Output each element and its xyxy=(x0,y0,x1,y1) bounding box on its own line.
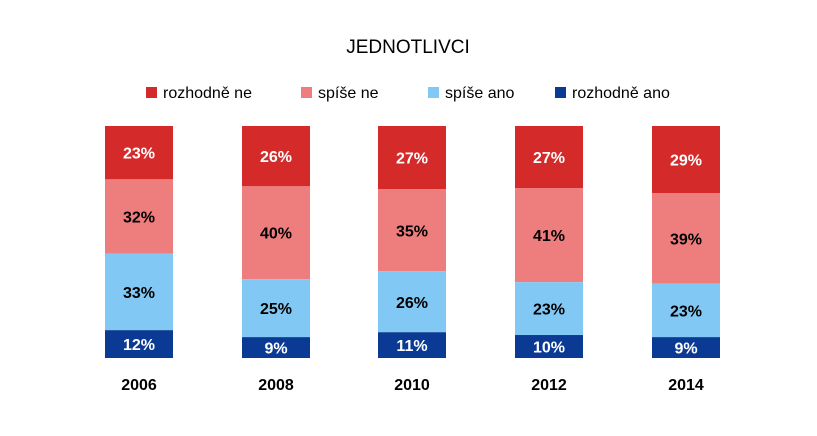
bar-segment-2012-spise-ne xyxy=(515,188,583,283)
bar-segment-2010-rozhodne-ne xyxy=(378,126,446,190)
legend-swatch-spise-ne xyxy=(301,87,312,98)
data-label-2010-spise-ne: 35% xyxy=(396,223,428,240)
bar-segment-2008-spise-ano xyxy=(242,279,310,338)
category-label-2010: 2010 xyxy=(394,377,430,394)
data-label-2012-rozhodne-ano: 10% xyxy=(533,340,565,357)
bar-segment-2008-spise-ne xyxy=(242,186,310,280)
data-label-2010-spise-ano: 26% xyxy=(396,295,428,312)
data-label-2010-rozhodne-ano: 11% xyxy=(396,338,427,355)
data-label-2008-spise-ne: 40% xyxy=(260,226,292,243)
legend-swatch-spise-ano xyxy=(428,87,439,98)
bar-segment-2014-spise-ano xyxy=(652,283,720,338)
legend-label-rozhodne-ano: rozhodně ano xyxy=(572,85,670,102)
bar-segment-2010-spise-ano xyxy=(378,271,446,333)
category-label-2012: 2012 xyxy=(531,377,567,394)
legend-label-spise-ne: spíše ne xyxy=(318,85,379,102)
bar-segment-2014-spise-ne xyxy=(652,193,720,284)
data-label-2014-spise-ne: 39% xyxy=(670,232,702,249)
data-label-2012-rozhodne-ne: 27% xyxy=(533,150,565,167)
data-label-2012-spise-ne: 41% xyxy=(533,228,565,245)
category-label-2008: 2008 xyxy=(258,377,294,394)
data-label-2014-rozhodne-ano: 9% xyxy=(674,341,697,358)
legend: rozhodně ne spíše ne spíše ano rozhodně ano xyxy=(146,85,670,102)
bar-segment-2008-rozhodne-ano xyxy=(242,337,310,358)
bar-segment-2012-rozhodne-ano xyxy=(515,335,583,358)
bar-segment-2014-rozhodne-ano xyxy=(652,337,720,358)
category-label-2006: 2006 xyxy=(121,377,157,394)
bar-segment-2014-rozhodne-ne xyxy=(652,126,720,194)
data-label-2006-rozhodne-ne: 23% xyxy=(123,146,155,163)
bar-segment-2006-rozhodne-ne xyxy=(105,126,173,180)
bar-segment-2012-spise-ano xyxy=(515,282,583,336)
legend-label-spise-ano: spíše ano xyxy=(445,85,514,102)
bar-segment-2006-spise-ne xyxy=(105,179,173,254)
data-label-2006-rozhodne-ano: 12% xyxy=(123,337,155,354)
legend-swatch-rozhodne-ne xyxy=(146,87,157,98)
chart-title: JEDNOTLIVCI xyxy=(346,37,470,58)
bars: 23% 32% 33% 12% 26% 40% 25% 9% 27% 35% 26% 11% 27% 41… xyxy=(105,126,720,358)
data-label-2006-spise-ano: 33% xyxy=(123,285,155,302)
category-labels: 2006 2008 2010 2012 2014 xyxy=(121,377,704,394)
bar-segment-2010-rozhodne-ano xyxy=(378,332,446,358)
bar-segment-2010-spise-ne xyxy=(378,189,446,272)
data-label-2010-rozhodne-ne: 27% xyxy=(396,151,428,168)
bar-segment-2006-spise-ano xyxy=(105,253,173,331)
bar-segment-2012-rozhodne-ne xyxy=(515,126,583,189)
data-label-2008-spise-ano: 25% xyxy=(260,301,292,318)
data-label-2014-rozhodne-ne: 29% xyxy=(670,153,702,170)
data-label-2006-spise-ne: 32% xyxy=(123,209,155,226)
data-label-2008-rozhodne-ano: 9% xyxy=(264,341,287,358)
legend-label-rozhodne-ne: rozhodně ne xyxy=(163,85,252,102)
legend-swatch-rozhodne-ano xyxy=(555,87,566,98)
category-label-2014: 2014 xyxy=(668,377,704,394)
data-label-2008-rozhodne-ne: 26% xyxy=(260,149,292,166)
data-label-2014-spise-ano: 23% xyxy=(670,303,702,320)
bar-segment-2008-rozhodne-ne xyxy=(242,126,310,187)
bar-segment-2006-rozhodne-ano xyxy=(105,330,173,358)
data-label-2012-spise-ano: 23% xyxy=(533,302,565,319)
